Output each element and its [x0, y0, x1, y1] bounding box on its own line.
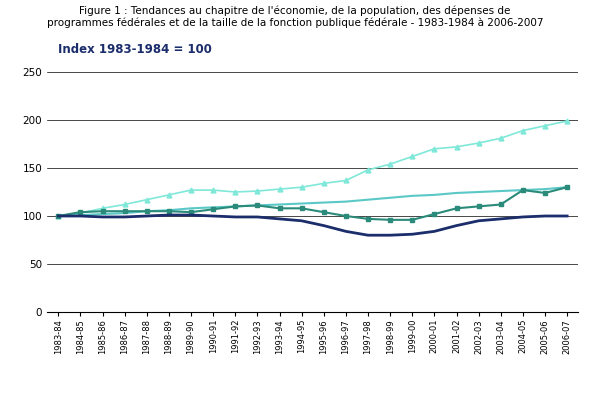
- Text: Index 1983-1984 = 100: Index 1983-1984 = 100: [58, 43, 212, 56]
- Text: Figure 1 : Tendances au chapitre de l'économie, de la population, des dépenses d: Figure 1 : Tendances au chapitre de l'éc…: [79, 6, 511, 16]
- Text: programmes fédérales et de la taille de la fonction publique fédérale - 1983-198: programmes fédérales et de la taille de …: [47, 18, 543, 28]
